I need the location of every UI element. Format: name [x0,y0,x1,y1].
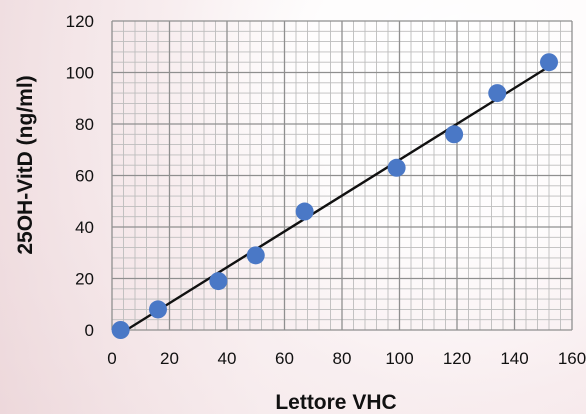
x-tick-label-140: 140 [500,349,528,368]
y-tick-label-0: 0 [85,321,94,340]
y-axis-title: 25OH-VitD (ng/ml) [14,75,37,254]
data-point-6 [387,158,406,177]
trendline-layer [125,63,554,332]
data-point-3 [209,272,228,291]
x-axis-title: Lettore VHC [275,391,396,414]
data-point-7 [445,125,464,144]
data-point-2 [149,300,167,319]
x-tick-label-160: 160 [558,349,586,368]
data-point-1 [111,321,130,339]
data-points-layer [111,53,558,339]
y-tick-label-100: 100 [66,64,94,83]
x-axis-ticks: 0 20 40 60 80 100 120 140 160 [107,349,586,368]
data-point-4 [246,246,265,265]
x-tick-label-0: 0 [107,349,116,368]
x-tick-label-100: 100 [385,349,413,368]
data-point-8 [488,84,507,103]
data-point-9 [540,53,558,72]
major-grid [111,20,573,331]
x-tick-label-40: 40 [218,349,237,368]
x-tick-label-80: 80 [333,349,352,368]
y-tick-label-60: 60 [75,167,94,186]
x-tick-label-60: 60 [275,349,294,368]
y-axis-ticks: 0 20 40 60 80 100 120 [66,12,94,340]
y-tick-label-120: 120 [66,12,94,31]
x-tick-label-120: 120 [443,349,471,368]
y-tick-label-20: 20 [75,270,94,289]
x-tick-label-20: 20 [160,349,179,368]
data-point-5 [295,202,314,221]
trendline [125,63,554,332]
y-tick-label-80: 80 [75,115,94,134]
y-tick-label-40: 40 [75,218,94,237]
